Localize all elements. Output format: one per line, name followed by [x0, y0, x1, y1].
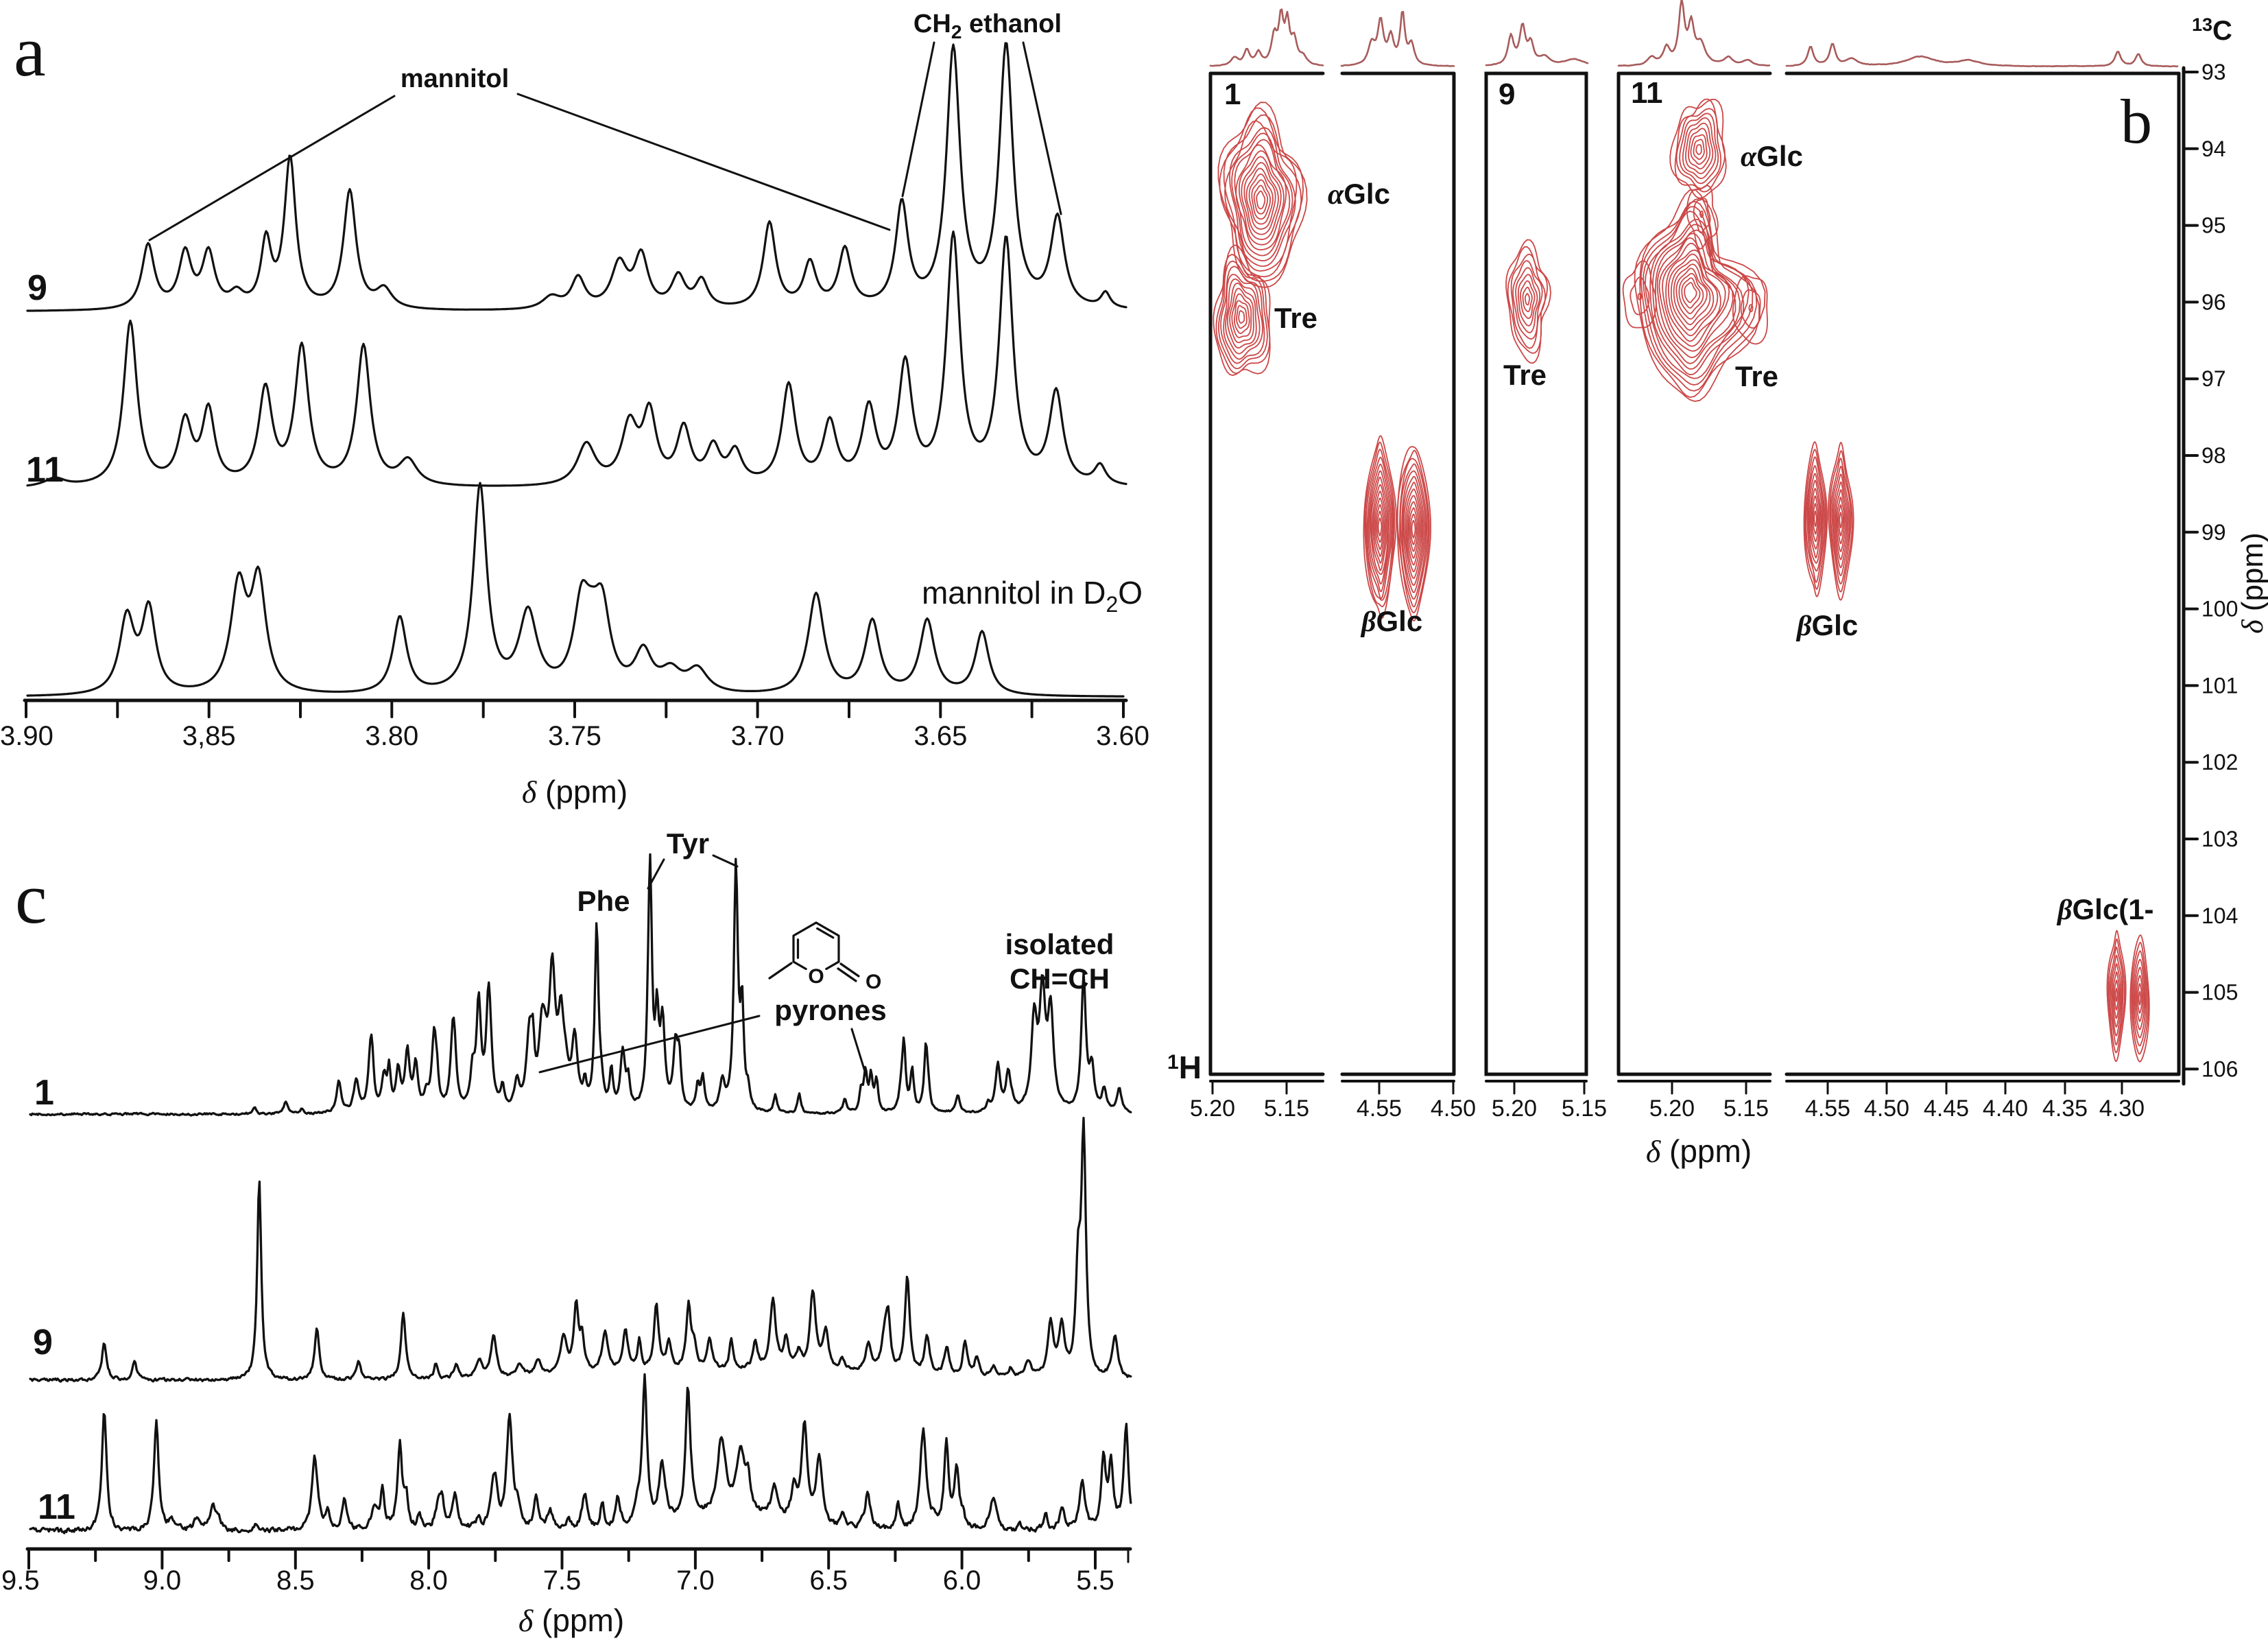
svg-text:3,85: 3,85	[182, 721, 236, 751]
svg-text:4.45: 4.45	[1924, 1096, 1969, 1122]
svg-text:104: 104	[2201, 903, 2238, 928]
svg-text:δ (ppm): δ (ppm)	[2236, 532, 2268, 634]
svg-text:13C: 13C	[2192, 14, 2232, 46]
svg-text:5.20: 5.20	[1492, 1096, 1537, 1122]
svg-text:4.55: 4.55	[1357, 1096, 1402, 1122]
svg-text:3.90: 3.90	[0, 721, 53, 751]
svg-text:5.20: 5.20	[1190, 1096, 1235, 1122]
svg-text:93: 93	[2201, 60, 2226, 84]
svg-text:b: b	[2121, 86, 2152, 156]
svg-text:mannitol: mannitol	[401, 64, 509, 93]
svg-text:c: c	[15, 858, 47, 938]
svg-text:1: 1	[34, 1073, 54, 1113]
svg-text:106: 106	[2201, 1056, 2238, 1081]
svg-text:δ (ppm): δ (ppm)	[1646, 1133, 1752, 1169]
svg-text:100: 100	[2201, 597, 2238, 622]
svg-text:αGlc: αGlc	[1741, 140, 1803, 173]
svg-text:5.15: 5.15	[1264, 1096, 1309, 1122]
svg-text:βGlc(1-: βGlc(1-	[2056, 893, 2154, 926]
svg-text:9.5: 9.5	[1, 1565, 40, 1596]
svg-text:9: 9	[1499, 78, 1515, 111]
svg-text:CH=CH: CH=CH	[1010, 962, 1110, 995]
svg-text:3.80: 3.80	[365, 721, 418, 751]
svg-text:isolated: isolated	[1005, 928, 1114, 960]
svg-text:a: a	[14, 11, 46, 91]
svg-text:δ (ppm): δ (ppm)	[522, 774, 628, 809]
svg-text:Tre: Tre	[1735, 360, 1778, 392]
svg-text:97: 97	[2201, 366, 2226, 391]
svg-text:11: 11	[26, 450, 64, 490]
svg-text:O: O	[808, 965, 824, 988]
svg-text:mannitol in D2O: mannitol in D2O	[922, 575, 1143, 617]
svg-text:8.5: 8.5	[276, 1565, 315, 1596]
svg-text:105: 105	[2201, 980, 2238, 1005]
svg-text:5.20: 5.20	[1649, 1096, 1695, 1122]
svg-text:4.35: 4.35	[2042, 1096, 2088, 1122]
svg-text:Tre: Tre	[1274, 302, 1317, 334]
svg-text:11: 11	[38, 1487, 75, 1527]
svg-text:CH2 ethanol: CH2 ethanol	[914, 10, 1062, 43]
svg-text:3.60: 3.60	[1096, 721, 1149, 751]
svg-text:pyrones: pyrones	[774, 994, 886, 1026]
svg-text:βGlc: βGlc	[1795, 609, 1858, 642]
svg-text:99: 99	[2201, 520, 2226, 545]
svg-text:3.75: 3.75	[548, 721, 601, 751]
svg-text:8.0: 8.0	[409, 1565, 448, 1596]
svg-text:βGlc: βGlc	[1360, 605, 1422, 638]
svg-text:9: 9	[27, 268, 47, 308]
svg-text:103: 103	[2201, 827, 2238, 851]
svg-text:Phe: Phe	[577, 885, 630, 917]
svg-text:4.55: 4.55	[1805, 1096, 1850, 1122]
svg-text:Tre: Tre	[1503, 359, 1547, 391]
svg-text:O: O	[866, 971, 881, 993]
svg-text:5.15: 5.15	[1562, 1096, 1607, 1122]
svg-text:6.5: 6.5	[809, 1565, 848, 1596]
svg-text:7.0: 7.0	[676, 1565, 715, 1596]
svg-text:98: 98	[2201, 443, 2226, 468]
svg-text:5.15: 5.15	[1723, 1096, 1769, 1122]
svg-text:5.5: 5.5	[1076, 1565, 1114, 1596]
svg-text:4.30: 4.30	[2099, 1096, 2145, 1122]
svg-text:95: 95	[2201, 213, 2226, 238]
svg-text:102: 102	[2201, 750, 2238, 774]
svg-text:δ (ppm): δ (ppm)	[518, 1602, 624, 1638]
svg-text:4.50: 4.50	[1864, 1096, 1909, 1122]
svg-text:101: 101	[2201, 673, 2238, 698]
svg-text:αGlc: αGlc	[1328, 178, 1390, 211]
svg-text:7.5: 7.5	[543, 1565, 582, 1596]
svg-text:3.65: 3.65	[914, 721, 967, 751]
svg-text:1H: 1H	[1167, 1050, 1202, 1085]
svg-text:3.70: 3.70	[731, 721, 785, 751]
svg-text:4.40: 4.40	[1983, 1096, 2028, 1122]
svg-text:94: 94	[2201, 137, 2226, 161]
svg-text:Tyr: Tyr	[667, 827, 709, 860]
svg-text:9: 9	[33, 1323, 53, 1362]
svg-text:1: 1	[1224, 78, 1241, 111]
svg-text:9.0: 9.0	[143, 1565, 182, 1596]
svg-text:6.0: 6.0	[943, 1565, 981, 1596]
svg-text:11: 11	[1631, 76, 1663, 110]
svg-text:4.50: 4.50	[1431, 1096, 1476, 1122]
svg-text:96: 96	[2201, 289, 2226, 314]
